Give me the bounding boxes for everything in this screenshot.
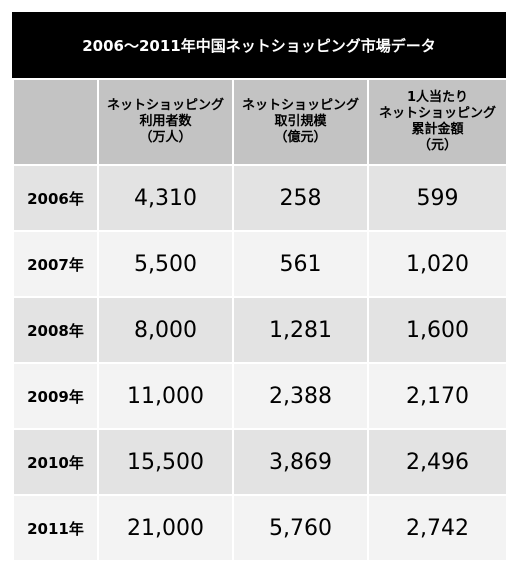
header-cell <box>12 78 99 166</box>
value-cell: 3,869 <box>232 428 369 496</box>
header-line: （億元） <box>274 130 327 145</box>
table-row: 2006年 4,310 258 599 <box>12 164 508 232</box>
header-line: （元） <box>417 138 457 153</box>
header-line: ネットショッピング <box>241 98 359 113</box>
table-row: 2010年 15,500 3,869 2,496 <box>12 428 508 496</box>
header-line: ネットショッピング <box>106 98 224 113</box>
header-cell: ネットショッピング 取引規模 （億元） <box>232 78 369 166</box>
header-line: 累計金額 <box>411 122 464 137</box>
year-cell: 2011年 <box>12 494 99 562</box>
header-line: 1人当たり <box>406 90 469 105</box>
value-cell: 4,310 <box>97 164 234 232</box>
year-cell: 2007年 <box>12 230 99 298</box>
table-row: 2007年 5,500 561 1,020 <box>12 230 508 298</box>
year-cell: 2009年 <box>12 362 99 430</box>
header-cell: ネットショッピング 利用者数 （万人） <box>97 78 234 166</box>
value-cell: 11,000 <box>97 362 234 430</box>
value-cell: 2,170 <box>367 362 508 430</box>
table-row: 2011年 21,000 5,760 2,742 <box>12 494 508 562</box>
value-cell: 15,500 <box>97 428 234 496</box>
header-line: 取引規模 <box>274 114 327 129</box>
table-panel: 2006～2011年中国ネットショッピング市場データ ネットショッピング 利用者数… <box>12 12 508 562</box>
year-cell: 2008年 <box>12 296 99 364</box>
value-cell: 5,500 <box>97 230 234 298</box>
value-cell: 1,281 <box>232 296 369 364</box>
header-row: ネットショッピング 利用者数 （万人） ネットショッピング 取引規模 （億元） 1人当たりネ… <box>12 78 508 166</box>
table-row: 2008年 8,000 1,281 1,600 <box>12 296 508 364</box>
table-title: 2006～2011年中国ネットショッピング市場データ <box>12 12 506 78</box>
value-cell: 599 <box>367 164 508 232</box>
value-cell: 2,388 <box>232 362 369 430</box>
header-cell: 1人当たり ネットショッピング 累計金額 （元） <box>367 78 508 166</box>
value-cell: 258 <box>232 164 369 232</box>
value-cell: 2,496 <box>367 428 508 496</box>
data-table: ネットショッピング 利用者数 （万人） ネットショッピング 取引規模 （億元） 1人当たりネ… <box>12 78 508 562</box>
value-cell: 1,600 <box>367 296 508 364</box>
header-line: （万人） <box>139 130 192 145</box>
header-line: 利用者数 <box>139 114 192 129</box>
value-cell: 1,020 <box>367 230 508 298</box>
year-cell: 2006年 <box>12 164 99 232</box>
header-line: ネットショッピング <box>378 106 496 121</box>
value-cell: 561 <box>232 230 369 298</box>
value-cell: 2,742 <box>367 494 508 562</box>
value-cell: 21,000 <box>97 494 234 562</box>
value-cell: 8,000 <box>97 296 234 364</box>
table-row: 2009年 11,000 2,388 2,170 <box>12 362 508 430</box>
value-cell: 5,760 <box>232 494 369 562</box>
year-cell: 2010年 <box>12 428 99 496</box>
